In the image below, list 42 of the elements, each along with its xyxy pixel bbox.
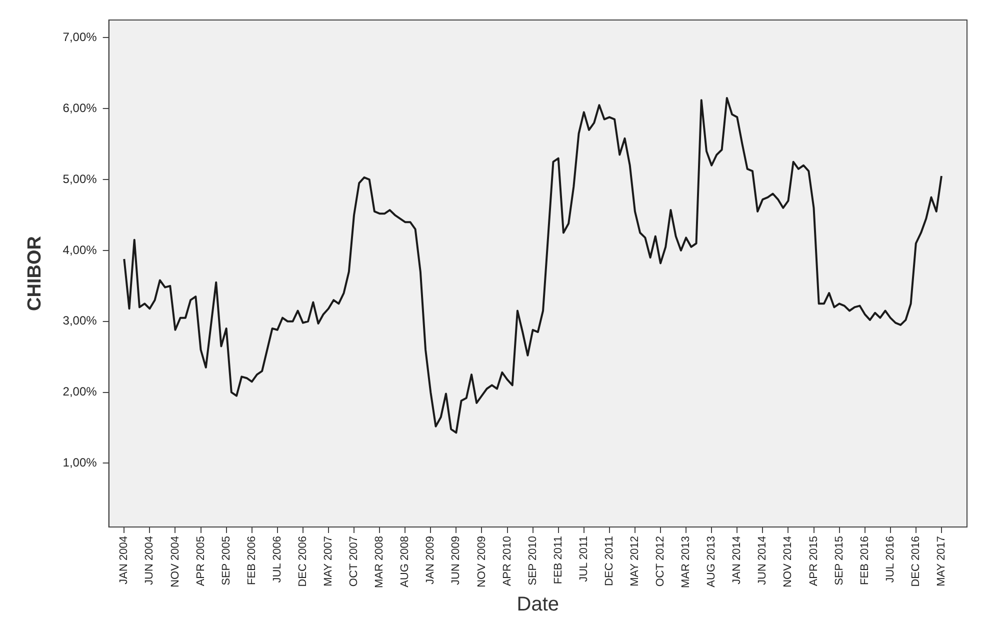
- x-tick-label: FEB 2011: [552, 536, 564, 584]
- x-tick-label: FEB 2016: [858, 536, 871, 585]
- x-tick-label: APR 2010: [501, 536, 514, 586]
- x-tick-label: JUL 2016: [884, 536, 896, 583]
- x-tick-label: SEP 2010: [526, 536, 539, 586]
- y-tick-label: 7,00%: [62, 30, 98, 44]
- x-tick-label: DEC 2006: [296, 536, 309, 587]
- x-tick-label: DEC 2011: [603, 536, 616, 586]
- x-axis-title: Date: [516, 594, 560, 616]
- x-tick-label: NOV 2009: [476, 536, 488, 588]
- x-tick-label: SEP 2015: [833, 536, 846, 586]
- x-tick-label: JUN 2014: [756, 536, 769, 585]
- x-tick-label: JUL 2011: [578, 536, 590, 582]
- y-tick-label: 3,00%: [62, 314, 98, 328]
- x-tick-label: SEP 2005: [220, 536, 232, 586]
- x-tick-label: MAR 2008: [374, 536, 386, 588]
- x-tick-label: FEB 2006: [246, 536, 258, 585]
- x-tick-label: JAN 2009: [424, 536, 437, 584]
- x-tick-label: NOV 2014: [782, 536, 794, 588]
- x-tick-label: JAN 2004: [118, 536, 130, 584]
- x-tick-label: OCT 2012: [654, 536, 667, 587]
- x-tick-label: JUN 2004: [144, 536, 156, 585]
- x-tick-label: JAN 2014: [731, 536, 744, 584]
- y-tick-label: 6,00%: [62, 100, 98, 115]
- x-tick-label: OCT 2007: [348, 536, 360, 587]
- x-tick-label: MAY 2017: [935, 536, 948, 586]
- x-tick-label: DEC 2016: [910, 536, 922, 587]
- x-tick-label: NOV 2004: [169, 536, 182, 588]
- y-tick-label: 1,00%: [62, 456, 98, 470]
- x-tick-label: MAR 2013: [680, 536, 692, 588]
- x-tick-label: AUG 2008: [399, 536, 412, 588]
- x-tick-label: APR 2015: [808, 536, 820, 586]
- x-tick-label: APR 2005: [194, 536, 207, 586]
- y-tick-label: 5,00%: [62, 172, 98, 186]
- x-tick-label: JUN 2009: [450, 536, 462, 585]
- y-axis-title: CHIBOR: [24, 236, 46, 311]
- x-tick-label: MAY 2007: [322, 536, 335, 586]
- x-tick-label: AUG 2013: [706, 536, 718, 588]
- y-tick-label: 2,00%: [62, 384, 98, 399]
- y-tick-label: 4,00%: [62, 242, 98, 257]
- x-tick-label: MAY 2012: [629, 536, 641, 586]
- x-tick-label: JUL 2006: [271, 536, 284, 583]
